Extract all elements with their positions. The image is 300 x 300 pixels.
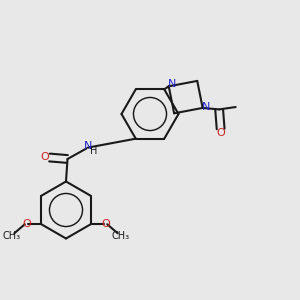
Text: O: O xyxy=(40,152,50,163)
Text: H: H xyxy=(90,146,98,156)
Text: O: O xyxy=(101,219,110,229)
Text: N: N xyxy=(168,79,176,89)
Text: O: O xyxy=(22,219,31,229)
Text: N: N xyxy=(84,141,92,152)
Text: CH₃: CH₃ xyxy=(2,231,20,241)
Text: O: O xyxy=(216,128,225,137)
Text: CH₃: CH₃ xyxy=(112,231,130,241)
Text: N: N xyxy=(202,102,210,112)
